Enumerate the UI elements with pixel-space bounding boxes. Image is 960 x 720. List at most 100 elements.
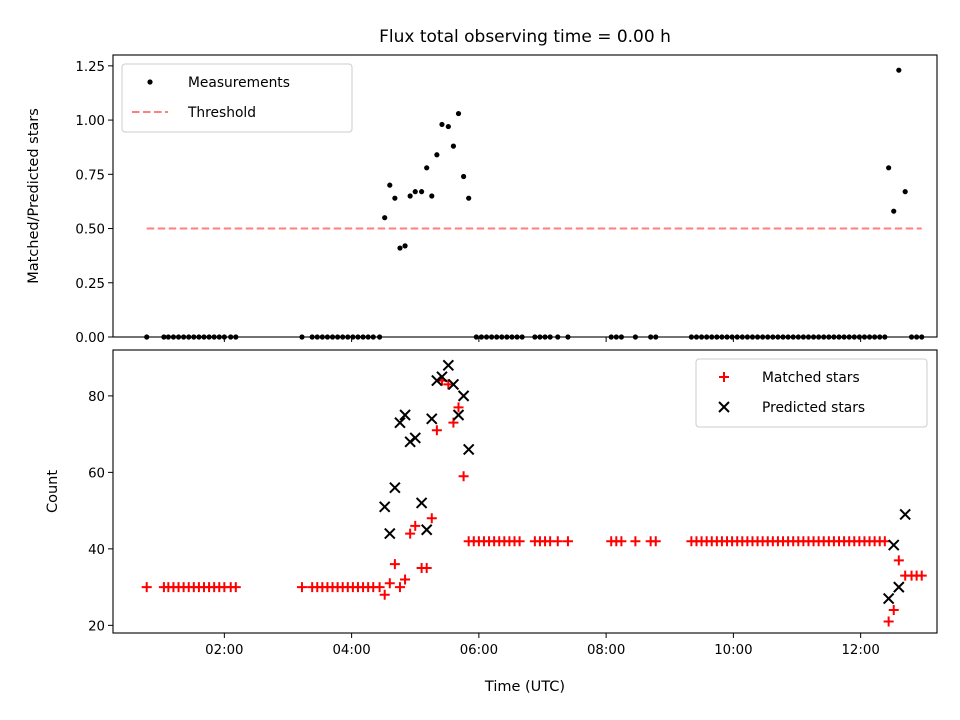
data-point: [384, 527, 396, 540]
data-point: [426, 413, 438, 425]
y-axis-label: Matched/Predicted stars: [26, 108, 42, 284]
x-axis-label: Time (UTC): [484, 679, 565, 695]
legend-label: Predicted stars: [762, 400, 865, 416]
x-tick-label: 12:00: [841, 643, 879, 658]
data-point: [453, 402, 464, 413]
series-predicted-stars: [378, 359, 911, 605]
data-point: [405, 528, 416, 539]
data-point: [442, 359, 455, 372]
data-point: [402, 243, 408, 249]
data-point: [407, 193, 413, 199]
data-point: [562, 536, 573, 547]
data-point: [397, 245, 403, 251]
data-point: [379, 589, 390, 600]
legend-label: Matched stars: [762, 370, 860, 386]
data-point: [462, 443, 475, 456]
data-point: [394, 416, 406, 429]
data-point: [455, 110, 462, 117]
data-point: [436, 371, 448, 383]
y-tick-label: 60: [88, 466, 105, 481]
y-tick-label: 1.25: [75, 60, 105, 75]
data-point: [378, 501, 391, 513]
data-point: [552, 536, 563, 547]
data-point: [650, 536, 661, 547]
data-point: [902, 189, 908, 195]
data-point: [400, 574, 411, 585]
y-tick-label: 0.75: [75, 168, 105, 183]
data-point: [374, 582, 385, 593]
series-matched-stars: [141, 375, 927, 627]
count-panel: Count Time (UTC) 20 40 60 80 02:00 04:00 06:0…: [45, 349, 938, 695]
legend-label: Threshold: [187, 105, 256, 121]
data-point: [420, 524, 433, 536]
data-point: [888, 605, 899, 616]
y-tick-label: 0.00: [75, 331, 105, 346]
data-point: [394, 582, 405, 593]
data-point: [718, 401, 730, 413]
legend-entry: Predicted stars: [718, 400, 865, 416]
data-point: [899, 508, 911, 521]
y-tick-label: 0.50: [75, 223, 105, 238]
x-tick-label: 04:00: [332, 643, 370, 658]
data-point: [445, 123, 451, 130]
x-tick-label: 08:00: [587, 643, 625, 658]
data-point: [141, 582, 152, 593]
legend-box: [121, 63, 353, 133]
y-tick-label: 40: [88, 543, 105, 558]
data-point: [616, 536, 627, 547]
plot-frame: [112, 54, 938, 338]
data-point: [399, 409, 411, 421]
data-point: [439, 121, 445, 128]
x-tick-label: 06:00: [460, 643, 498, 658]
data-point: [431, 425, 442, 436]
data-point: [719, 372, 729, 382]
y-tick-label: 1.00: [75, 114, 105, 129]
data-point: [893, 555, 904, 566]
y-tick-label: 80: [88, 390, 105, 405]
data-point: [384, 578, 395, 589]
data-point: [296, 582, 307, 593]
data-point: [415, 497, 428, 509]
data-point: [230, 582, 241, 593]
data-point: [896, 67, 902, 73]
y-tick-label: 20: [88, 619, 105, 634]
data-point: [882, 592, 895, 605]
data-point: [916, 570, 927, 581]
chart-title: Flux total observing time = 0.00 h: [379, 27, 671, 47]
data-point: [447, 378, 460, 391]
data-point: [392, 195, 398, 201]
x-tick-label: 10:00: [714, 643, 752, 658]
data-point: [457, 390, 470, 402]
data-point: [419, 189, 425, 195]
data-point: [389, 481, 401, 494]
legend: Matched stars Predicted stars: [695, 358, 928, 428]
data-point: [893, 581, 905, 593]
data-point: [382, 215, 388, 221]
ratio-panel: Flux total observing time = 0.00 h Match…: [26, 27, 938, 346]
data-point: [389, 559, 400, 570]
data-point: [426, 513, 437, 524]
legend-label: Measurements: [188, 75, 290, 91]
data-point: [886, 165, 892, 171]
data-point: [466, 195, 472, 201]
data-point: [450, 143, 457, 149]
data-point: [891, 208, 897, 214]
data-point: [410, 520, 421, 531]
legend: Measurements Threshold: [121, 63, 353, 133]
y-axis-label: Count: [45, 470, 61, 513]
data-point: [429, 193, 435, 199]
data-point: [879, 536, 890, 547]
data-point: [387, 182, 393, 188]
x-tick-label: 02:00: [205, 643, 243, 658]
data-point: [458, 471, 469, 482]
legend-box: [695, 358, 928, 428]
data-point: [888, 539, 900, 551]
legend-entry: Threshold: [132, 105, 256, 121]
data-point: [424, 165, 430, 171]
data-point: [412, 189, 418, 195]
plot-frame: [112, 349, 938, 634]
data-point: [630, 536, 641, 547]
data-point: [883, 616, 894, 627]
data-point: [460, 173, 467, 180]
